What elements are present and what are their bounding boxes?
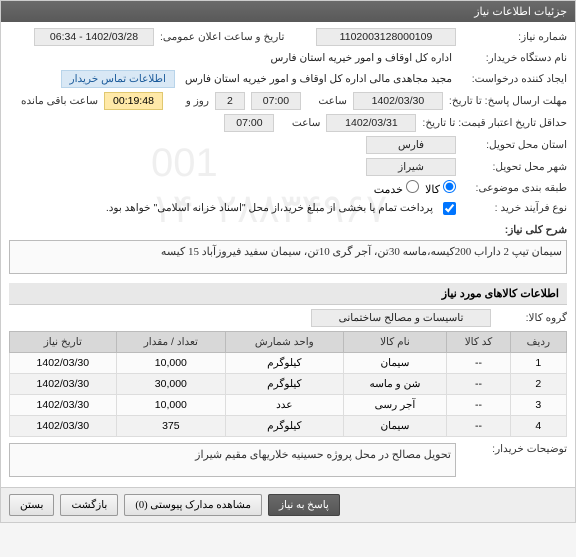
process-label: نوع فرآیند خرید : (462, 202, 567, 214)
items-header-row: ردیفکد کالانام کالاواحد شمارشتعداد / مقد… (10, 332, 567, 353)
deadline-time: 07:00 (251, 92, 301, 110)
table-cell: 2 (510, 374, 566, 395)
table-cell: 1402/03/30 (10, 395, 117, 416)
announce-label: تاریخ و ساعت اعلان عمومی: (160, 31, 310, 43)
creator-label: ایجاد کننده درخواست: (462, 73, 567, 85)
col-header: ردیف (510, 332, 566, 353)
province-value: فارس (366, 136, 456, 154)
panel-title: جزئیات اطلاعات نیاز (1, 1, 575, 22)
col-header: تعداد / مقدار (116, 332, 226, 353)
table-cell: 1402/03/30 (10, 374, 117, 395)
table-cell: شن و ماسه (343, 374, 447, 395)
buyer-note-label: توضیحات خریدار: (462, 443, 567, 455)
announce-value: 1402/03/28 - 06:34 (34, 28, 154, 46)
table-row: 1--سیمانکیلوگرم10,0001402/03/30 (10, 353, 567, 374)
days-label: روز و (169, 95, 209, 107)
table-cell: -- (447, 416, 510, 437)
table-cell: 1402/03/30 (10, 353, 117, 374)
table-cell: سیمان (343, 353, 447, 374)
col-header: واحد شمارش (226, 332, 343, 353)
back-button[interactable]: بازگشت (60, 494, 118, 516)
summary-label: شرح کلی نیاز: (462, 224, 567, 236)
respond-button[interactable]: پاسخ به نیاز (268, 494, 340, 516)
need-no-label: شماره نیاز: (462, 31, 567, 43)
table-cell: -- (447, 353, 510, 374)
validity-date: 1402/03/31 (326, 114, 416, 132)
province-label: استان محل تحویل: (462, 139, 567, 151)
table-cell: 3 (510, 395, 566, 416)
table-cell: عدد (226, 395, 343, 416)
col-header: نام کالا (343, 332, 447, 353)
org-label: نام دستگاه خریدار: (462, 52, 567, 64)
remain-label: ساعت باقی مانده (18, 95, 98, 107)
table-cell: کیلوگرم (226, 353, 343, 374)
table-cell: 4 (510, 416, 566, 437)
radio-goods[interactable] (443, 180, 456, 193)
radio-goods-wrap[interactable]: کالا (425, 180, 456, 196)
time-label-1: ساعت (307, 95, 347, 107)
footer-bar: پاسخ به نیاز مشاهده مدارک پیوستی (0) باز… (1, 487, 575, 522)
radio-service[interactable] (406, 180, 419, 193)
table-row: 2--شن و ماسهکیلوگرم30,0001402/03/30 (10, 374, 567, 395)
group-label: گروه کالا: (497, 312, 567, 324)
deadline-label: مهلت ارسال پاسخ: تا تاریخ: (449, 95, 567, 107)
countdown-timer: 00:19:48 (104, 92, 163, 110)
contact-link[interactable]: اطلاعات تماس خریدار (61, 70, 175, 88)
validity-time: 07:00 (224, 114, 274, 132)
table-cell: 375 (116, 416, 226, 437)
table-cell: 1402/03/30 (10, 416, 117, 437)
city-value: شیراز (366, 158, 456, 176)
table-cell: -- (447, 374, 510, 395)
deadline-date: 1402/03/30 (353, 92, 443, 110)
table-cell: 30,000 (116, 374, 226, 395)
table-cell: 10,000 (116, 353, 226, 374)
attachments-button[interactable]: مشاهده مدارک پیوستی (0) (124, 494, 262, 516)
days-left: 2 (215, 92, 245, 110)
category-label: طبقه بندی موضوعی: (462, 182, 567, 194)
items-section-title: اطلاعات کالاهای مورد نیاز (9, 283, 567, 305)
group-value: تاسیسات و مصالح ساختمانی (311, 309, 491, 327)
table-cell: -- (447, 395, 510, 416)
table-cell: 1 (510, 353, 566, 374)
radio-service-wrap[interactable]: خدمت (374, 180, 419, 196)
summary-text (9, 240, 567, 274)
creator-value: مجید مجاهدی مالی اداره کل اوقاف و امور خ… (181, 71, 456, 87)
table-cell: کیلوگرم (226, 416, 343, 437)
table-cell: سیمان (343, 416, 447, 437)
org-value: اداره کل اوقاف و امور خیریه استان فارس (266, 50, 456, 66)
validity-label: حداقل تاریخ اعتبار قیمت: تا تاریخ: (422, 117, 567, 129)
table-cell: کیلوگرم (226, 374, 343, 395)
table-row: 4--سیمانکیلوگرم3751402/03/30 (10, 416, 567, 437)
process-note: پرداخت تمام یا بخشی از مبلغ خرید،از محل … (102, 200, 437, 216)
col-header: کد کالا (447, 332, 510, 353)
table-cell: آجر رسی (343, 395, 447, 416)
close-button[interactable]: بستن (9, 494, 54, 516)
items-body: 1--سیمانکیلوگرم10,0001402/03/302--شن و م… (10, 353, 567, 437)
items-table: ردیفکد کالانام کالاواحد شمارشتعداد / مقد… (9, 331, 567, 437)
details-panel: 001۱۴۰۲۸۸۳۴۹۶۷ جزئیات اطلاعات نیاز شماره… (0, 0, 576, 523)
table-cell: 10,000 (116, 395, 226, 416)
time-label-2: ساعت (280, 117, 320, 129)
buyer-note-text (9, 443, 456, 477)
main-content: شماره نیاز: 1102003128000109 تاریخ و ساع… (1, 22, 575, 487)
col-header: تاریخ نیاز (10, 332, 117, 353)
city-label: شهر محل تحویل: (462, 161, 567, 173)
process-check[interactable] (443, 202, 456, 215)
need-no-value: 1102003128000109 (316, 28, 456, 46)
table-row: 3--آجر رسیعدد10,0001402/03/30 (10, 395, 567, 416)
